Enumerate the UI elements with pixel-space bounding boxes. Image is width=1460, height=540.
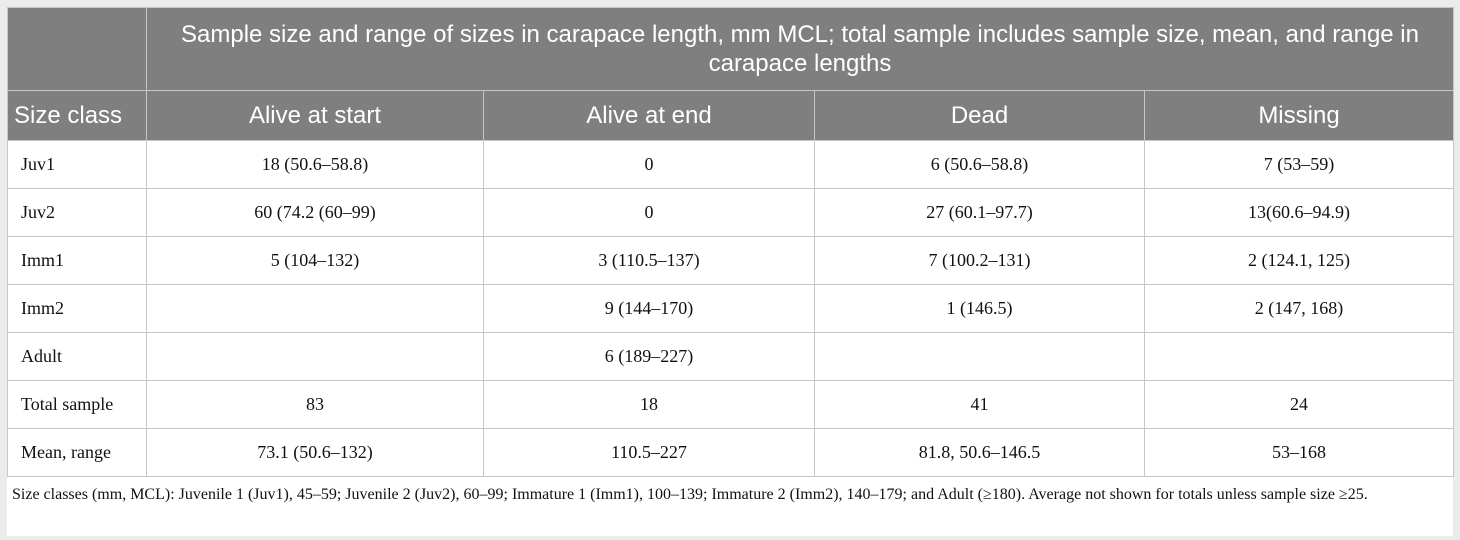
table-footnote: Size classes (mm, MCL): Juvenile 1 (Juv1… (12, 486, 1368, 503)
table-cell: 13(60.6–94.9) (1144, 188, 1454, 237)
table-cell: 0 (483, 140, 815, 189)
table-row: Imm2 9 (144–170) 1 (146.5) 2 (147, 168) (7, 284, 1454, 333)
table-cell: 7 (53–59) (1144, 140, 1454, 189)
table-cell: 73.1 (50.6–132) (146, 428, 484, 477)
table-row: Juv2 60 (74.2 (60–99) 0 27 (60.1–97.7) 1… (7, 188, 1454, 237)
column-header-missing: Missing (1144, 90, 1454, 141)
table-cell: 5 (104–132) (146, 236, 484, 285)
row-label-cell: Juv1 (7, 140, 147, 189)
table-cell: 41 (814, 380, 1145, 429)
column-header-size-class: Size class (7, 90, 147, 141)
table-cell (814, 332, 1145, 381)
table-cell: 7 (100.2–131) (814, 236, 1145, 285)
table-row: Imm1 5 (104–132) 3 (110.5–137) 7 (100.2–… (7, 236, 1454, 285)
row-label-cell: Mean, range (7, 428, 147, 477)
table-cell: 81.8, 50.6–146.5 (814, 428, 1145, 477)
table-cell: 27 (60.1–97.7) (814, 188, 1145, 237)
table-cell: 6 (189–227) (483, 332, 815, 381)
row-label-cell: Total sample (7, 380, 147, 429)
super-header: Sample size and range of sizes in carapa… (146, 7, 1454, 91)
table-cell: 2 (147, 168) (1144, 284, 1454, 333)
column-header-dead: Dead (814, 90, 1145, 141)
table-cell: 9 (144–170) (483, 284, 815, 333)
row-label-cell: Juv2 (7, 188, 147, 237)
row-label-cell: Adult (7, 332, 147, 381)
column-header-alive-at-end: Alive at end (483, 90, 815, 141)
table-cell: 3 (110.5–137) (483, 236, 815, 285)
table-cell (146, 332, 484, 381)
table-cell: 53–168 (1144, 428, 1454, 477)
super-header-row: Sample size and range of sizes in carapa… (7, 7, 1454, 91)
table-cell: 1 (146.5) (814, 284, 1145, 333)
table-frame: Sample size and range of sizes in carapa… (7, 7, 1454, 536)
column-header-row: Size class Alive at start Alive at end D… (7, 90, 1454, 141)
header-corner-cell (7, 7, 147, 91)
table-row: Juv1 18 (50.6–58.8) 0 6 (50.6–58.8) 7 (5… (7, 140, 1454, 189)
table-row: Total sample 83 18 41 24 (7, 380, 1454, 429)
data-table: Sample size and range of sizes in carapa… (7, 7, 1454, 477)
table-cell (1144, 332, 1454, 381)
table-cell: 18 (483, 380, 815, 429)
column-header-alive-at-start: Alive at start (146, 90, 484, 141)
table-cell: 110.5–227 (483, 428, 815, 477)
table-cell: 2 (124.1, 125) (1144, 236, 1454, 285)
table-cell: 18 (50.6–58.8) (146, 140, 484, 189)
table-row: Adult 6 (189–227) (7, 332, 1454, 381)
table-cell: 83 (146, 380, 484, 429)
table-cell: 24 (1144, 380, 1454, 429)
table-cell: 6 (50.6–58.8) (814, 140, 1145, 189)
table-row: Mean, range 73.1 (50.6–132) 110.5–227 81… (7, 428, 1454, 477)
table-cell: 0 (483, 188, 815, 237)
row-label-cell: Imm1 (7, 236, 147, 285)
table-cell (146, 284, 484, 333)
table-cell: 60 (74.2 (60–99) (146, 188, 484, 237)
row-label-cell: Imm2 (7, 284, 147, 333)
